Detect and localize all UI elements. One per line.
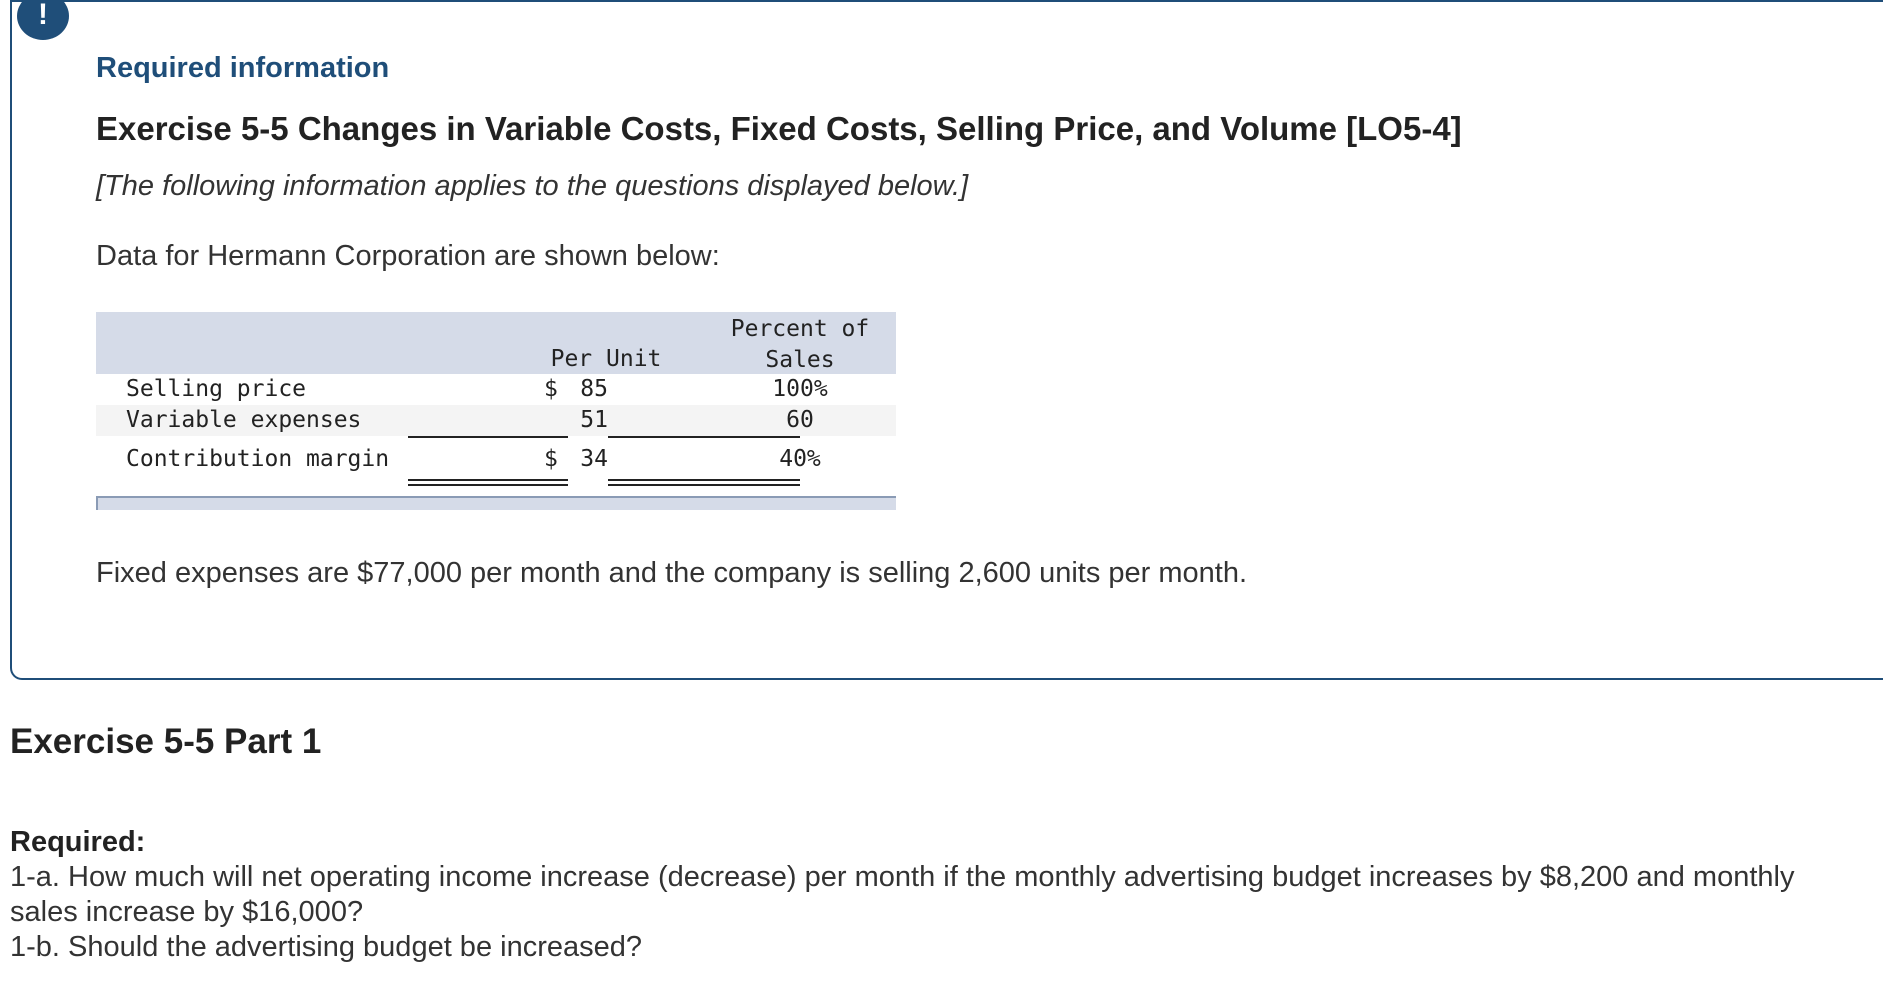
row-percent: 40% [779,446,821,472]
per-unit-value: 51 [580,407,608,433]
row-percent: 60 [786,407,814,433]
subtotal-rule-percent [608,436,800,438]
required-information-panel: ! [10,0,1883,680]
data-intro: Data for Hermann Corporation are shown b… [96,240,720,272]
header-percent-line2: Sales [765,347,835,373]
row-label: Contribution margin [126,446,390,472]
fixed-expenses-note: Fixed expenses are $77,000 per month and… [96,557,1248,589]
required-information-heading: Required information [96,52,390,84]
per-unit-value: 85 [580,376,608,402]
row-label: Selling price [126,376,307,402]
total-double-rule-percent [608,479,800,486]
header-per-unit: Per Unit [550,346,662,372]
per-unit-value: 34 [580,446,608,472]
question-1b: 1-b. Should the advertising budget be in… [10,931,642,963]
part-heading: Exercise 5-5 Part 1 [10,722,322,761]
table-header: Per Unit Percent of Sales [96,312,896,374]
exercise-title: Exercise 5-5 Changes in Variable Costs, … [96,110,1462,147]
alert-icon: ! [17,0,69,40]
data-table: Per Unit Percent of Sales Selling price … [96,312,896,482]
question-1a: 1-a. How much will net operating income … [10,861,1795,928]
table-row: Contribution margin $ 34 40% [96,436,896,482]
currency-symbol: $ [544,446,558,472]
header-percent-of-sales: Percent of Sales [704,314,896,376]
applies-note: [The following information applies to th… [96,170,969,202]
header-percent-line1: Percent of [730,316,870,342]
table-row: Variable expenses 51 60 [96,405,896,436]
subtotal-rule-unit [408,436,568,438]
required-label: Required: [10,826,146,858]
row-percent: 100% [772,376,828,402]
row-label: Variable expenses [126,407,362,433]
total-double-rule-unit [408,479,568,486]
currency-symbol: $ [544,376,558,402]
table-row: Selling price $ 85 100% [96,374,896,405]
table-footer-bar [96,496,896,510]
